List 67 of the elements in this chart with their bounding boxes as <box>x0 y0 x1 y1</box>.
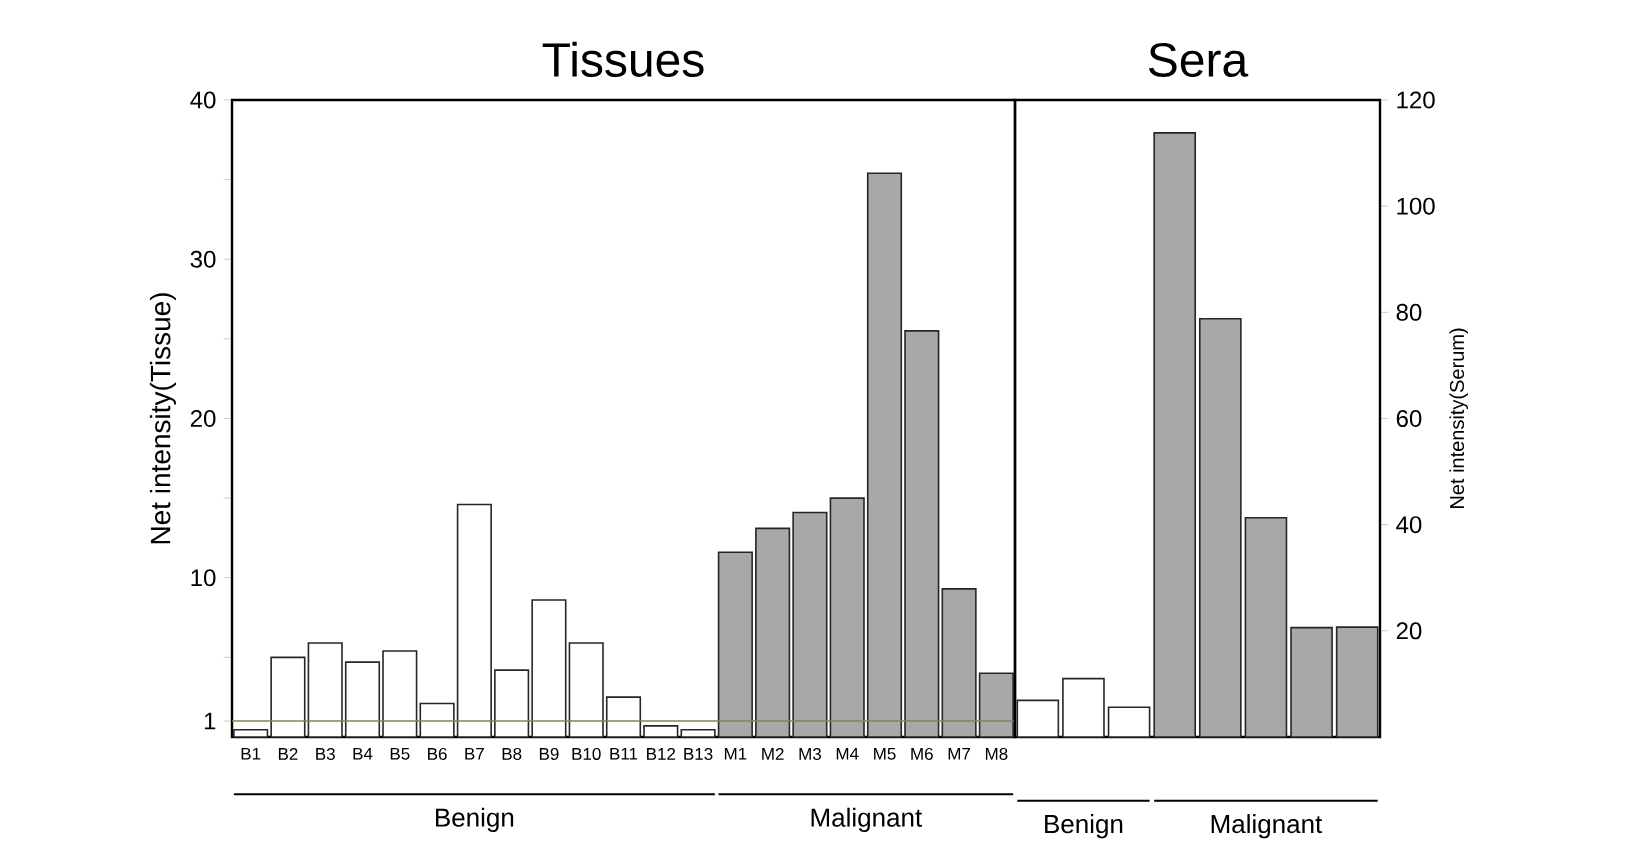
text: Malignant <box>811 807 922 832</box>
bar <box>755 527 791 738</box>
chart-title: Tissues <box>542 41 704 77</box>
x-tick-label: M4 <box>836 747 859 760</box>
bar <box>1062 677 1105 738</box>
y-axis-title: Net intensity(Serum) <box>1449 328 1469 508</box>
text: Benign <box>1045 814 1123 839</box>
bar <box>680 729 716 738</box>
y-tick-label: 1 <box>204 712 216 730</box>
x-tick-label: B2 <box>278 747 298 760</box>
x-tick-label: M7 <box>948 747 971 760</box>
y-tick-label: 40 <box>1396 516 1422 534</box>
y-tick-label: 30 <box>190 250 216 268</box>
bar <box>456 503 492 738</box>
y-tick-label: 10 <box>191 569 216 587</box>
x-tick-label: M1 <box>724 747 747 760</box>
bar <box>382 650 418 738</box>
text: Malignant <box>1211 814 1323 839</box>
y-tick-label: 80 <box>1396 303 1422 321</box>
bar <box>1198 317 1242 738</box>
bar <box>792 511 828 738</box>
bar <box>419 702 455 738</box>
bar <box>344 661 381 738</box>
x-tick-label: B11 <box>610 747 638 760</box>
bar <box>643 725 679 738</box>
bar <box>941 588 977 738</box>
bar <box>605 696 642 738</box>
bar <box>568 642 604 738</box>
x-tick-label: M5 <box>874 747 896 760</box>
y-tick-label: 20 <box>1396 622 1422 640</box>
x-tick-label: B8 <box>502 747 522 760</box>
y-tick-label: 20 <box>190 410 216 427</box>
y-tick-label: 120 <box>1397 91 1435 109</box>
bar <box>270 656 306 738</box>
x-tick-label: B9 <box>539 747 559 760</box>
bar <box>531 599 567 738</box>
bar <box>1290 626 1333 738</box>
y-tick-label: 100 <box>1397 197 1435 215</box>
bar <box>866 172 903 738</box>
bar <box>717 551 753 738</box>
y-tick-label: 40 <box>190 91 216 109</box>
bar <box>233 729 269 738</box>
bar <box>1107 706 1151 738</box>
chart-title: Sera <box>1148 42 1249 77</box>
bar <box>1335 626 1379 738</box>
x-tick-label: M2 <box>762 747 784 760</box>
bar <box>494 669 530 738</box>
x-tick-label: B13 <box>684 747 713 760</box>
text: Benign <box>436 807 514 832</box>
x-tick-label: M3 <box>799 747 821 760</box>
x-tick-label: B4 <box>353 747 373 760</box>
y-tick-label: 60 <box>1396 410 1422 427</box>
bar <box>1244 516 1288 738</box>
x-tick-label: B12 <box>647 747 676 760</box>
x-tick-label: B3 <box>316 747 335 760</box>
bar <box>307 642 343 738</box>
bar <box>1153 132 1197 738</box>
bar <box>904 330 940 738</box>
x-tick-label: B5 <box>390 747 410 760</box>
x-tick-label: M6 <box>911 747 933 760</box>
x-tick-label: M8 <box>985 747 1008 760</box>
x-tick-label: B10 <box>572 747 601 760</box>
x-tick-label: B7 <box>465 747 484 760</box>
y-axis-title: Net intensity(Tissue) <box>149 293 176 544</box>
x-tick-label: B1 <box>241 747 261 760</box>
bar <box>829 497 865 738</box>
x-tick-label: B6 <box>428 747 447 760</box>
